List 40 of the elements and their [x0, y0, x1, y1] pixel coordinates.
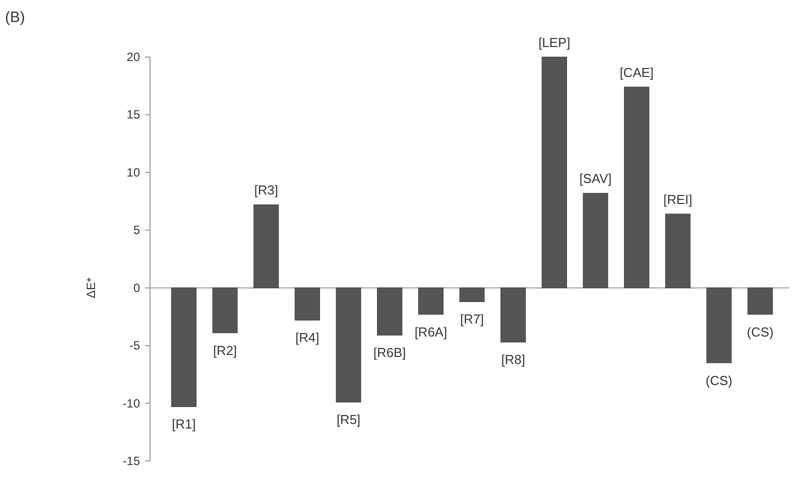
x-tick-label: [R1] — [172, 416, 196, 432]
x-tick-label: [R5] — [336, 412, 360, 428]
y-tick-label: 15 — [126, 108, 140, 122]
text: (B) — [5, 9, 25, 26]
bar — [336, 288, 362, 402]
bar — [582, 192, 608, 288]
bar — [294, 288, 320, 320]
x-tick-label: [R2] — [213, 342, 237, 358]
x-tick-label: [R7] — [460, 312, 484, 327]
bar — [459, 288, 485, 302]
x-tick-label: [LEP] — [538, 35, 570, 50]
x-tick-label: [CAE] — [620, 65, 654, 80]
x-tick-label: [R6B] — [373, 345, 406, 360]
x-tick-label: [R8] — [501, 352, 526, 368]
y-tick-label: -10 — [122, 396, 140, 410]
x-tick-label: [SAV] — [579, 171, 612, 186]
bar — [542, 56, 567, 288]
y-tick-label: 5 — [133, 223, 140, 238]
y-axis-title: ΔE* — [84, 277, 98, 298]
x-tick-label: [R4] — [295, 330, 320, 346]
x-tick-label: (CS) — [706, 372, 732, 388]
x-tick-label: [REI] — [663, 192, 692, 207]
y-tick-label: 20 — [126, 50, 140, 64]
bar — [377, 288, 402, 336]
bar — [418, 288, 444, 315]
bar — [254, 204, 279, 288]
bar — [500, 288, 526, 342]
y-tick-label: 0 — [133, 280, 140, 295]
bar — [171, 288, 196, 407]
bar — [706, 288, 732, 364]
bar — [748, 288, 773, 315]
bar — [624, 86, 650, 288]
bar — [212, 288, 238, 334]
x-tick-label: [R6A] — [414, 324, 448, 340]
x-tick-label: (CS) — [746, 324, 774, 340]
x-tick-label: [R3] — [254, 182, 278, 198]
y-tick-label: 10 — [126, 165, 140, 180]
y-tick-label: -15 — [122, 454, 140, 468]
bar — [665, 214, 690, 288]
y-tick-label: -5 — [129, 338, 140, 353]
